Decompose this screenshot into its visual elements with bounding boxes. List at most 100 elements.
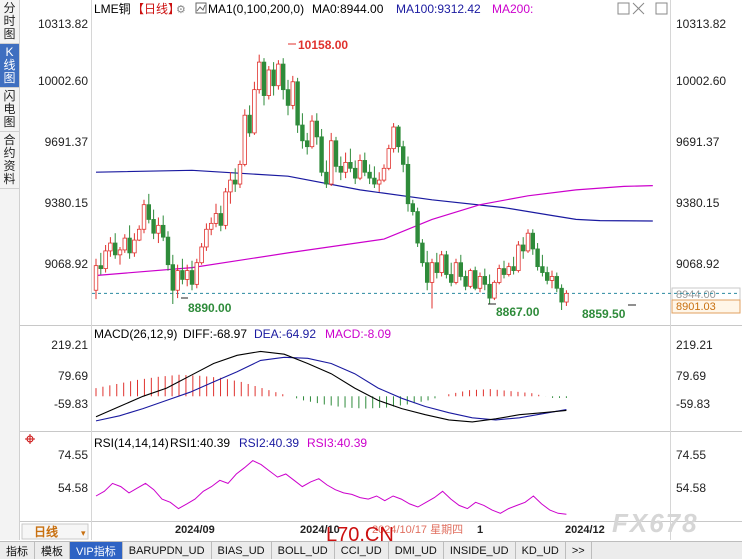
- candle[interactable]: [103, 245, 108, 273]
- candle[interactable]: [208, 217, 214, 236]
- candle[interactable]: [540, 254, 545, 277]
- candle[interactable]: [420, 239, 425, 267]
- candle[interactable]: [448, 262, 454, 287]
- candle[interactable]: [482, 268, 487, 291]
- candle[interactable]: [434, 252, 439, 279]
- tab-minute-chart[interactable]: 分时图: [0, 0, 19, 44]
- candle[interactable]: [256, 54, 262, 94]
- candlestick-series[interactable]: [93, 54, 569, 310]
- candle[interactable]: [232, 168, 238, 192]
- candle[interactable]: [415, 207, 420, 247]
- candle[interactable]: [98, 252, 103, 275]
- candle[interactable]: [376, 172, 382, 192]
- candle[interactable]: [271, 62, 276, 96]
- candle[interactable]: [261, 58, 267, 106]
- candle[interactable]: [477, 272, 483, 293]
- candle[interactable]: [237, 160, 243, 188]
- candle[interactable]: [501, 260, 507, 279]
- tab-template[interactable]: 模板: [35, 542, 70, 559]
- candle[interactable]: [357, 154, 363, 181]
- candle[interactable]: [184, 264, 190, 287]
- candle[interactable]: [285, 79, 291, 116]
- candle[interactable]: [280, 58, 286, 100]
- candle[interactable]: [93, 258, 99, 300]
- candle[interactable]: [549, 270, 555, 289]
- candle[interactable]: [530, 229, 535, 255]
- candle[interactable]: [199, 243, 204, 265]
- candle[interactable]: [391, 123, 396, 153]
- candle[interactable]: [242, 109, 247, 167]
- candle[interactable]: [367, 164, 372, 185]
- candle[interactable]: [218, 205, 223, 232]
- candle[interactable]: [127, 225, 132, 259]
- candle[interactable]: [113, 233, 118, 259]
- candle[interactable]: [300, 113, 305, 149]
- candle[interactable]: [156, 217, 161, 244]
- candle[interactable]: [122, 234, 127, 253]
- candle[interactable]: [372, 166, 377, 188]
- tab-indicator[interactable]: 指标: [0, 542, 35, 559]
- candle[interactable]: [564, 290, 569, 306]
- candle[interactable]: [521, 237, 526, 259]
- candle[interactable]: [535, 243, 540, 271]
- candle[interactable]: [328, 132, 334, 187]
- tab-kline-chart[interactable]: K线图: [0, 44, 19, 88]
- candle[interactable]: [396, 125, 401, 153]
- candle[interactable]: [496, 264, 502, 285]
- candle[interactable]: [290, 75, 295, 110]
- tab-contract-info[interactable]: 合约资料: [0, 132, 19, 189]
- candle[interactable]: [439, 250, 444, 277]
- candle[interactable]: [506, 262, 511, 277]
- candle[interactable]: [400, 140, 406, 173]
- candle[interactable]: [309, 115, 315, 149]
- candle[interactable]: [444, 250, 449, 279]
- tab-cci[interactable]: CCI_UD: [335, 542, 389, 559]
- tab-inside[interactable]: INSIDE_UD: [444, 542, 516, 559]
- period-button[interactable]: [21, 523, 89, 540]
- candle[interactable]: [468, 268, 473, 289]
- tab-more[interactable]: >>: [566, 542, 592, 559]
- candle[interactable]: [117, 246, 123, 265]
- candle[interactable]: [492, 280, 497, 301]
- candle[interactable]: [405, 156, 411, 212]
- candle[interactable]: [463, 270, 468, 291]
- candle[interactable]: [160, 215, 166, 242]
- tab-dmi[interactable]: DMI_UD: [389, 542, 444, 559]
- candle[interactable]: [424, 250, 430, 291]
- settings-icon[interactable]: ⚙: [176, 4, 186, 16]
- indicator-switch-icon[interactable]: [195, 2, 207, 14]
- candle[interactable]: [381, 164, 387, 183]
- candle[interactable]: [223, 187, 228, 230]
- candle[interactable]: [559, 284, 564, 310]
- tab-boll[interactable]: BOLL_UD: [272, 542, 335, 559]
- candle[interactable]: [487, 274, 492, 305]
- candle[interactable]: [204, 223, 209, 251]
- candle[interactable]: [213, 203, 219, 228]
- candle[interactable]: [348, 148, 353, 173]
- tab-flash-chart[interactable]: 闪电图: [0, 88, 19, 132]
- candle[interactable]: [319, 128, 324, 177]
- candle[interactable]: [516, 241, 521, 273]
- candle[interactable]: [333, 136, 339, 173]
- candle[interactable]: [410, 199, 415, 216]
- candle[interactable]: [324, 160, 329, 188]
- candle[interactable]: [338, 156, 343, 181]
- tab-bias[interactable]: BIAS_UD: [212, 542, 272, 559]
- candle[interactable]: [343, 152, 348, 179]
- candle[interactable]: [189, 260, 195, 291]
- candle[interactable]: [175, 264, 180, 299]
- candle[interactable]: [458, 254, 463, 281]
- candle[interactable]: [180, 258, 185, 285]
- candle[interactable]: [314, 113, 319, 145]
- candle[interactable]: [247, 105, 252, 137]
- candle[interactable]: [545, 266, 550, 285]
- candle[interactable]: [151, 209, 156, 240]
- chart-area[interactable]: LME铜 【日线】 ⚙ MA1(0,100,200,0) MA0:8944.00…: [0, 0, 742, 541]
- candle[interactable]: [554, 272, 559, 293]
- tab-kd[interactable]: KD_UD: [516, 542, 566, 559]
- candle[interactable]: [386, 144, 391, 171]
- tab-vip-indicator[interactable]: VIP指标: [70, 542, 123, 559]
- header-controls[interactable]: [617, 2, 668, 15]
- candle[interactable]: [525, 229, 531, 253]
- candle[interactable]: [165, 231, 171, 271]
